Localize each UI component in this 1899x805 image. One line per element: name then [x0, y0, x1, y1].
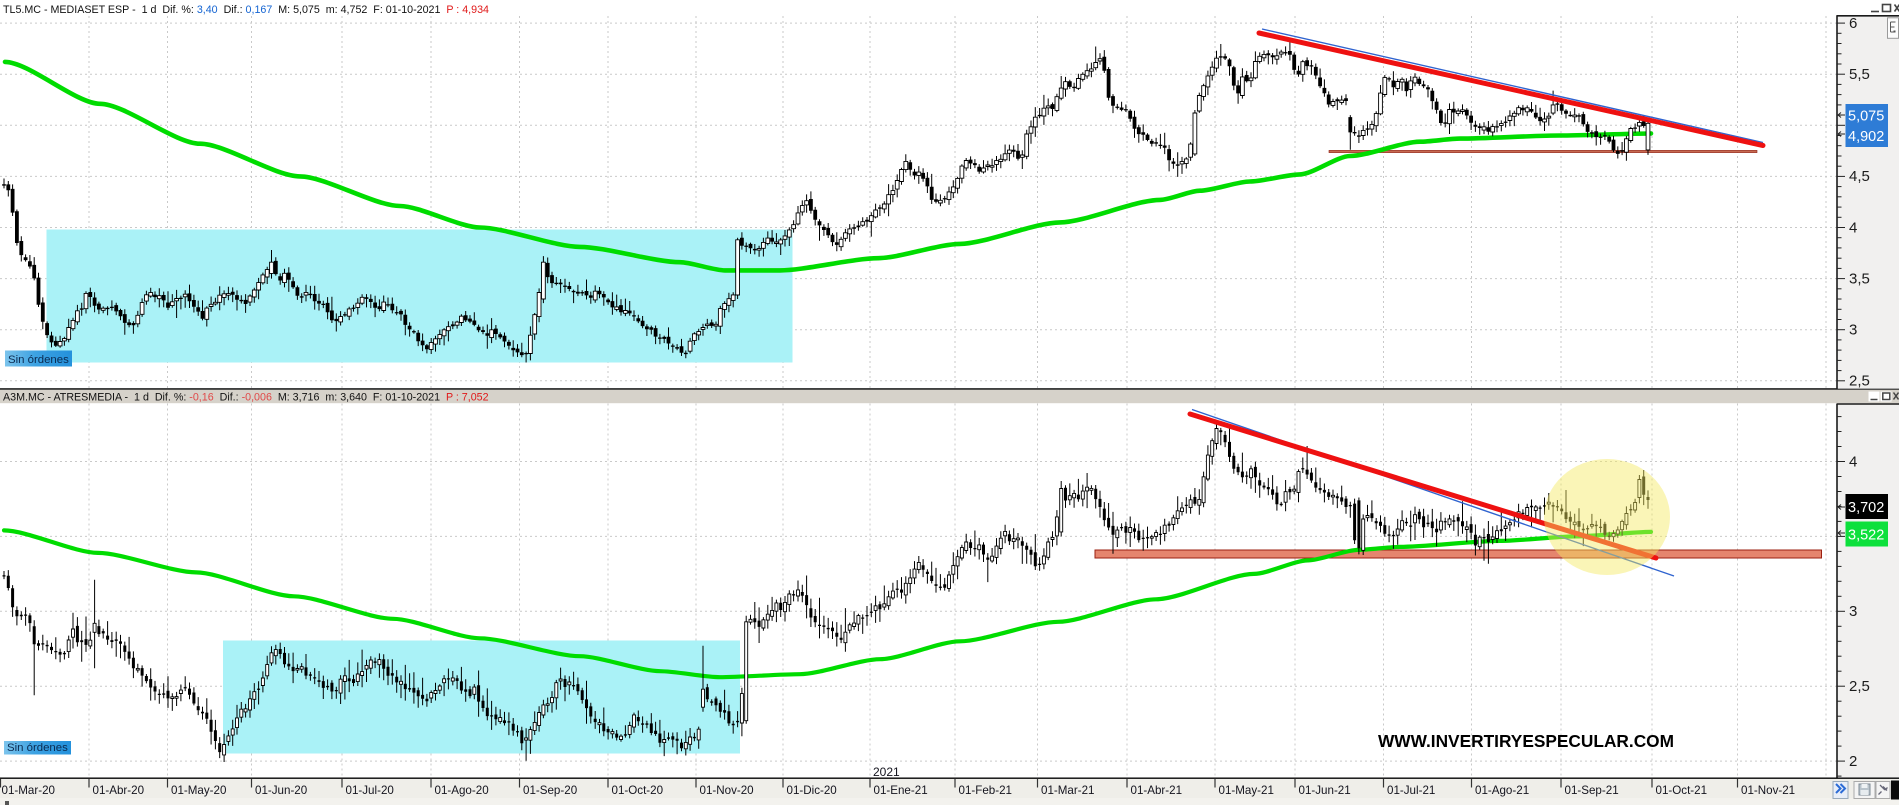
svg-text:5,5: 5,5: [1849, 66, 1870, 83]
svg-text:3,5: 3,5: [1849, 270, 1870, 287]
svg-text:2,5: 2,5: [1849, 373, 1870, 390]
svg-text:01-May-20: 01-May-20: [171, 784, 226, 797]
svg-text:01-Ene-21: 01-Ene-21: [874, 784, 928, 797]
svg-text:WWW.INVERTIRYESPECULAR.COM: WWW.INVERTIRYESPECULAR.COM: [1378, 731, 1674, 751]
svg-text:3,522: 3,522: [1848, 528, 1884, 544]
svg-text:01-Jun-21: 01-Jun-21: [1299, 784, 1351, 797]
svg-text:01-Oct-20: 01-Oct-20: [612, 784, 664, 797]
svg-text:01-Dic-20: 01-Dic-20: [787, 784, 837, 797]
svg-text:01-Ago-21: 01-Ago-21: [1475, 784, 1529, 797]
svg-text:01-Mar-21: 01-Mar-21: [1041, 784, 1094, 797]
svg-text:01-Abr-20: 01-Abr-20: [93, 784, 145, 797]
svg-text:Sin órdenes: Sin órdenes: [7, 742, 68, 754]
svg-text:2,5: 2,5: [1849, 678, 1870, 695]
svg-text:2021: 2021: [873, 765, 900, 779]
svg-text:01-Jul-20: 01-Jul-20: [346, 784, 394, 797]
svg-text:4,902: 4,902: [1848, 129, 1884, 145]
svg-text:4,5: 4,5: [1849, 168, 1870, 185]
svg-text:4: 4: [1849, 219, 1857, 236]
svg-text:01-Nov-20: 01-Nov-20: [700, 784, 754, 797]
svg-text:01-Ago-20: 01-Ago-20: [435, 784, 489, 797]
svg-text:6: 6: [1849, 15, 1857, 32]
svg-text:4: 4: [1849, 453, 1857, 470]
svg-text:Sin órdenes: Sin órdenes: [8, 354, 69, 366]
svg-text:01-Sep-21: 01-Sep-21: [1565, 784, 1619, 797]
svg-text:01-Oct-21: 01-Oct-21: [1656, 784, 1708, 797]
svg-text:01-Sep-20: 01-Sep-20: [523, 784, 577, 797]
svg-text:A3M.MC - ATRESMEDIA - 1 d Di: A3M.MC - ATRESMEDIA - 1 d Dif. %: -0,16 …: [3, 392, 489, 404]
svg-text:2: 2: [1849, 753, 1857, 770]
svg-text:TL5.MC - MEDIASET ESP - 1 d: TL5.MC - MEDIASET ESP - 1 d Dif. %: 3,40…: [3, 4, 489, 16]
svg-text:01-Jun-20: 01-Jun-20: [255, 784, 307, 797]
svg-text:3: 3: [1849, 322, 1857, 339]
svg-text:01-May-21: 01-May-21: [1219, 784, 1274, 797]
svg-text:01-Abr-21: 01-Abr-21: [1131, 784, 1183, 797]
svg-text:5,075: 5,075: [1848, 109, 1884, 125]
svg-text:01-Mar-20: 01-Mar-20: [2, 784, 55, 797]
svg-text:3: 3: [1849, 603, 1857, 620]
svg-text:01-Nov-21: 01-Nov-21: [1741, 784, 1795, 797]
svg-text:3,702: 3,702: [1848, 500, 1884, 516]
svg-text:01-Jul-21: 01-Jul-21: [1387, 784, 1435, 797]
svg-text:01-Feb-21: 01-Feb-21: [959, 784, 1013, 797]
